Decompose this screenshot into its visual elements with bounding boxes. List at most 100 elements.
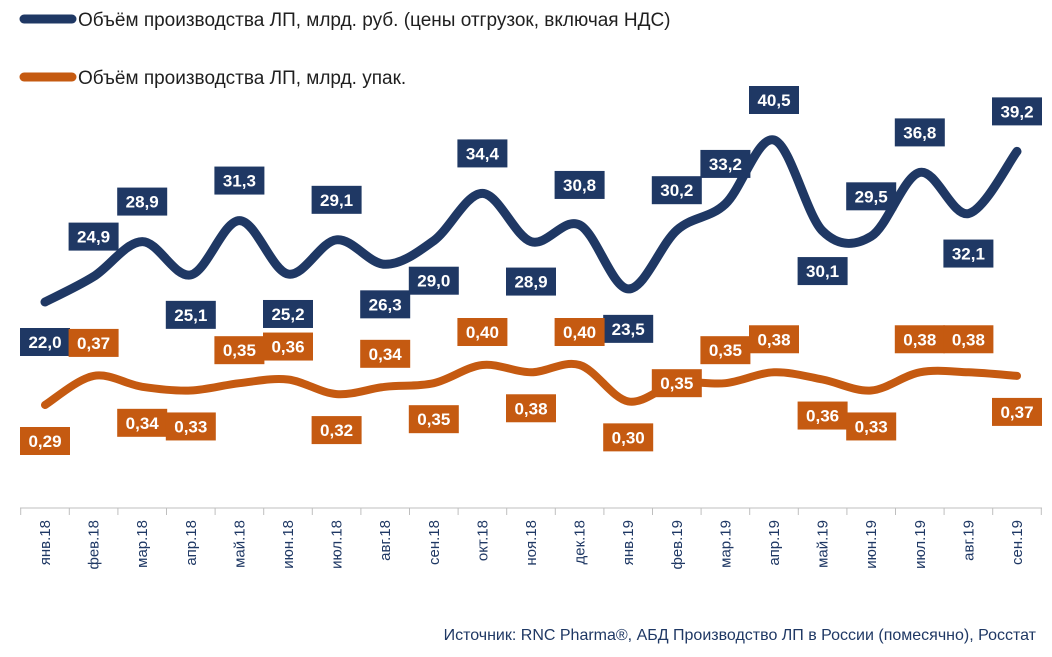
data-label-pack-box (846, 412, 897, 441)
data-label-pack-text: 0,35 (223, 341, 256, 360)
data-label-rub-box (311, 185, 362, 214)
data-label-rub: 31,3 (214, 166, 265, 195)
data-label-pack-text: 0,30 (612, 428, 645, 447)
data-label-rub-box (457, 139, 508, 168)
data-label-pack-text: 0,34 (369, 345, 403, 364)
data-label-pack: 0,38 (749, 325, 799, 354)
data-labels: 22,0 24,9 28,9 25,1 31,3 25,2 29,1 26,3 29,0 34,4… (20, 86, 1042, 455)
data-label-pack-box (700, 336, 751, 365)
data-label-rub-box (894, 118, 945, 147)
data-label-pack-box (554, 318, 605, 346)
data-label-rub: 30,1 (797, 257, 848, 286)
data-label-pack-box (992, 397, 1042, 426)
data-label-pack: 0,38 (894, 325, 945, 354)
data-label-pack-text: 0,40 (563, 323, 596, 342)
data-label-rub: 29,5 (846, 182, 897, 211)
data-label-rub-text: 33,2 (709, 155, 742, 174)
data-label-rub-box (846, 182, 897, 211)
data-label-pack-box (68, 328, 119, 357)
x-tick-label: май.19 (815, 520, 832, 568)
data-label-rub-box (992, 97, 1042, 126)
data-label-rub-text: 30,2 (660, 181, 693, 200)
data-label-pack-text: 0,38 (514, 399, 547, 418)
data-label-pack: 0,40 (554, 318, 605, 346)
legend-item-pack: Объём производства ЛП, млрд. упак. (19, 68, 406, 89)
data-label-rub: 26,3 (360, 290, 411, 319)
data-label-rub-box (117, 187, 168, 216)
legend: Объём производства ЛП, млрд. руб. (цены … (19, 10, 671, 89)
data-label-pack-text: 0,35 (709, 341, 742, 360)
data-label-rub: 23,5 (603, 314, 654, 343)
data-label-rub-box (20, 328, 70, 356)
data-label-pack-box (894, 325, 945, 354)
data-label-rub-text: 29,0 (417, 272, 450, 291)
data-label-pack: 0,36 (797, 401, 848, 430)
data-label-rub-box (603, 314, 654, 343)
data-label-pack: 0,36 (263, 332, 313, 361)
data-label-rub-text: 23,5 (612, 320, 645, 339)
data-label-rub-box (651, 176, 702, 205)
data-label-pack-text: 0,38 (952, 330, 985, 349)
data-label-rub-text: 29,5 (855, 187, 888, 206)
x-axis: янв.18 фев.18 мар.18 апр.18 май.18 июн.18 июл.… (20, 507, 1042, 570)
data-label-rub-box (214, 166, 265, 195)
data-label-rub: 25,1 (165, 300, 216, 329)
x-tick-label: сен.18 (426, 520, 443, 565)
x-tick-label: янв.18 (37, 520, 54, 565)
data-label-rub: 29,0 (408, 266, 459, 295)
data-label-rub-text: 32,1 (952, 245, 985, 264)
x-tick-label: апр.18 (183, 520, 200, 566)
data-label-pack-text: 0,37 (77, 334, 110, 353)
data-label-rub: 24,9 (68, 222, 119, 251)
data-label-rub-box (408, 266, 459, 295)
data-label-pack-text: 0,29 (28, 432, 61, 451)
x-tick-label: апр.19 (766, 520, 783, 566)
x-tick-label: дек.18 (572, 520, 589, 565)
data-label-rub: 28,9 (506, 267, 556, 296)
data-label-pack: 0,29 (20, 427, 70, 455)
data-label-pack-text: 0,38 (903, 330, 936, 349)
data-label-pack-text: 0,40 (466, 323, 499, 342)
data-label-pack-box (117, 408, 168, 437)
series-line-rub (40, 135, 1022, 307)
data-label-pack-text: 0,32 (320, 421, 353, 440)
data-label-pack: 0,38 (506, 394, 556, 423)
data-label-pack-text: 0,35 (417, 410, 450, 429)
data-label-rub-box (506, 267, 556, 296)
x-tick-label: авг.19 (960, 520, 977, 561)
data-label-pack-box (20, 427, 70, 455)
data-label-rub: 40,5 (749, 86, 799, 114)
data-label-rub-box (554, 170, 605, 199)
data-label-rub-text: 34,4 (466, 144, 500, 163)
data-label-pack: 0,40 (457, 318, 508, 346)
data-label-rub-text: 30,8 (563, 176, 596, 195)
data-label-pack-text: 0,33 (855, 417, 888, 436)
data-label-rub: 32,1 (943, 239, 994, 268)
data-label-rub-text: 29,1 (320, 191, 353, 210)
data-label-rub-box (943, 239, 994, 268)
x-tick-label: фев.18 (86, 520, 103, 570)
data-label-pack-text: 0,35 (660, 374, 693, 393)
data-label-rub-text: 31,3 (223, 172, 256, 191)
data-label-rub-text: 39,2 (1000, 102, 1033, 121)
data-label-pack-box (311, 416, 362, 445)
data-label-pack: 0,34 (117, 408, 168, 437)
data-label-pack: 0,35 (408, 405, 459, 434)
data-label-rub: 30,8 (554, 170, 605, 199)
data-label-rub: 30,2 (651, 176, 702, 205)
series-lines (40, 135, 1022, 409)
data-label-rub-text: 28,9 (514, 273, 547, 292)
data-label-pack-box (214, 336, 265, 365)
data-label-rub: 33,2 (700, 149, 751, 178)
data-label-pack: 0,37 (992, 397, 1042, 426)
data-label-pack: 0,32 (311, 416, 362, 445)
data-label-pack-box (603, 423, 654, 452)
data-label-rub: 22,0 (20, 328, 70, 356)
data-label-pack-text: 0,37 (1000, 403, 1033, 422)
data-label-pack-box (651, 369, 702, 398)
legend-label-rub: Объём производства ЛП, млрд. руб. (цены … (78, 10, 671, 31)
data-label-pack: 0,35 (700, 336, 751, 365)
data-label-pack-box (749, 325, 799, 354)
x-tick-label: янв.19 (620, 520, 637, 565)
